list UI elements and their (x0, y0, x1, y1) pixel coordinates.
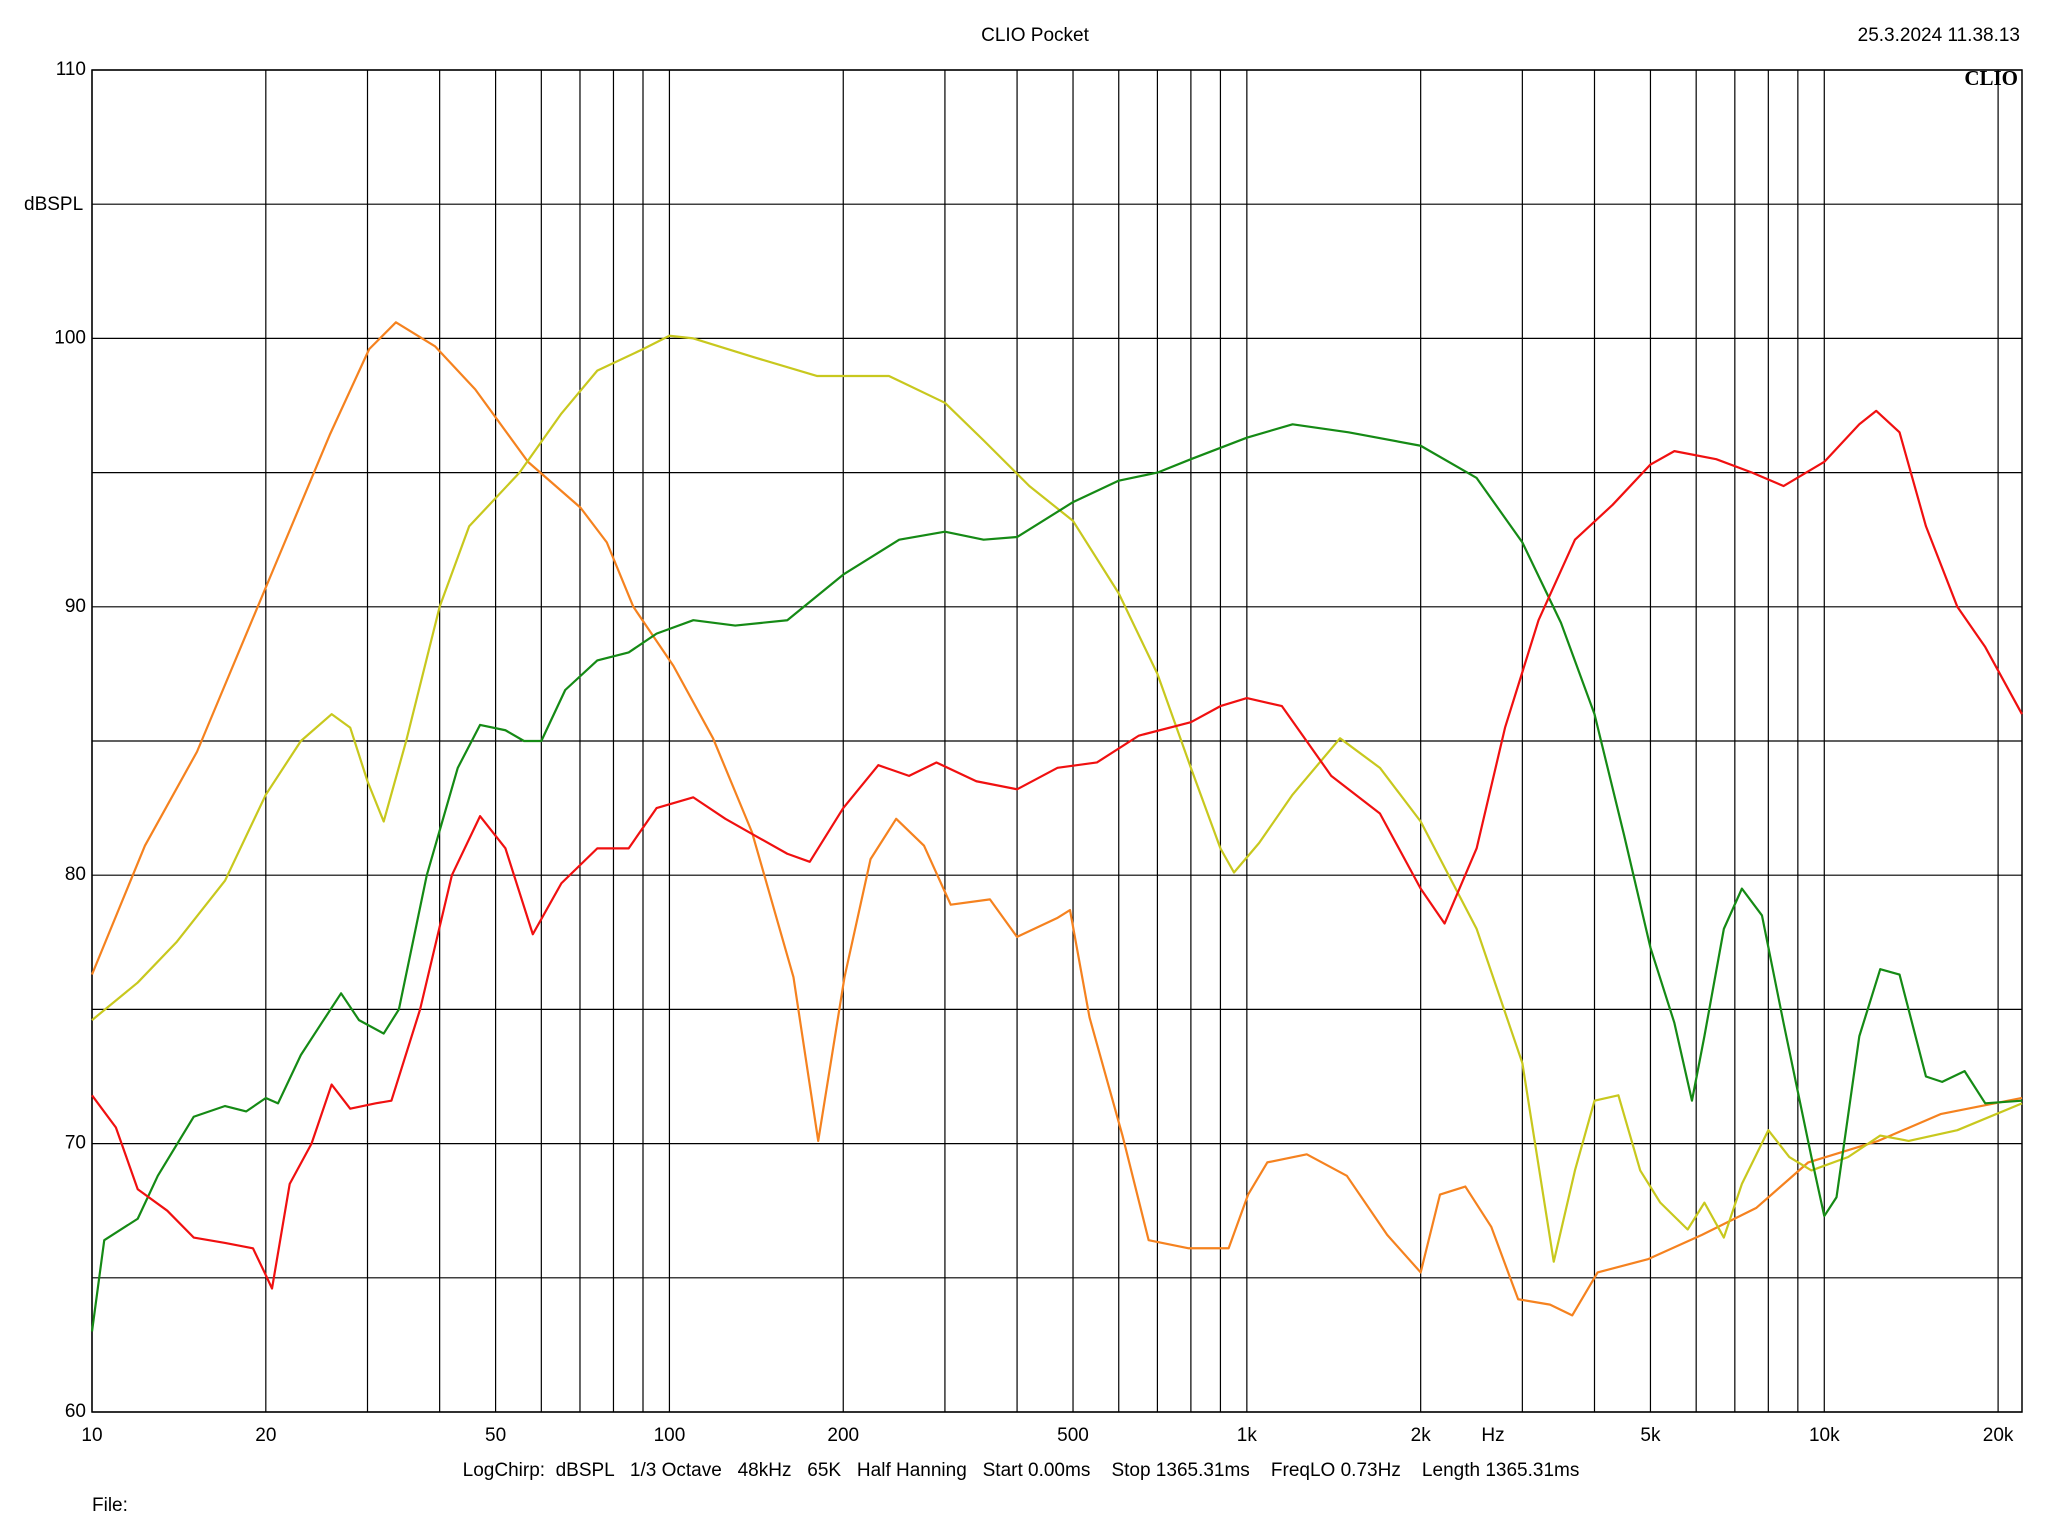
series-line (91, 334, 2023, 1263)
plot-frame (91, 69, 2023, 1413)
y-tick-label: 80 (65, 864, 86, 885)
x-tick-label: 10 (81, 1425, 102, 1446)
x-tick-label: 20 (255, 1425, 276, 1446)
y-tick-label: 60 (65, 1401, 86, 1422)
x-tick-label: 100 (654, 1425, 686, 1446)
y-tick-label: 110 (56, 59, 86, 80)
file-label: File: (92, 1495, 128, 1516)
chart-title: CLIO Pocket (981, 25, 1089, 46)
x-tick-label: 1k (1237, 1425, 1258, 1446)
y-tick-label: 90 (65, 596, 86, 617)
y-tick-label: 70 (65, 1133, 86, 1154)
series-line (91, 409, 2023, 1290)
timestamp: 25.3.2024 11.38.13 (1858, 25, 2020, 46)
x-tick-label: 50 (485, 1425, 506, 1446)
x-tick-label: 5k (1640, 1425, 1661, 1446)
y-tick-label: 100 (54, 327, 86, 348)
x-tick-label: 200 (827, 1425, 859, 1446)
footer: LogChirp: dBSPL 1/3 Octave 48kHz 65K Hal… (463, 1460, 1580, 1481)
y-axis-label: dBSPL (24, 194, 83, 215)
series-line (90, 321, 2023, 1317)
x-tick-label: 20k (1983, 1425, 2014, 1446)
logo: CLIO (1964, 66, 2018, 90)
series-line (90, 423, 2023, 1332)
x-axis-label: Hz (1481, 1425, 1504, 1446)
x-tick-label: 10k (1809, 1425, 1840, 1446)
x-tick-label: 2k (1411, 1425, 1432, 1446)
x-tick-label: 500 (1057, 1425, 1089, 1446)
